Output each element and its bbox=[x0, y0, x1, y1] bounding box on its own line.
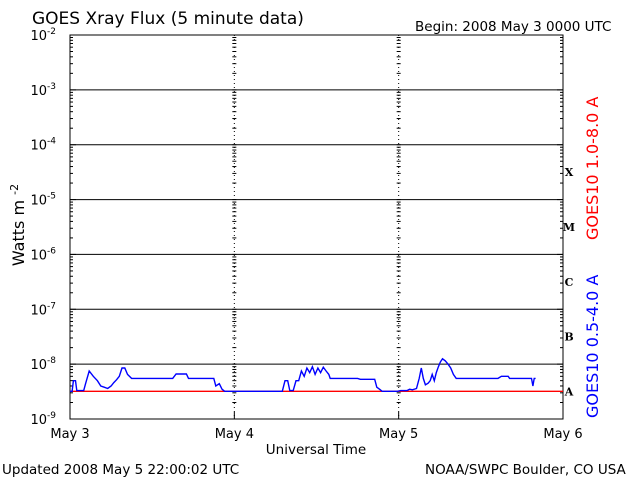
plot-area: May 3 May 4 May 5 May 610-210-310-410-510-6… bbox=[30, 27, 582, 442]
plot-frame bbox=[69, 34, 564, 420]
x-tick-label: May 4 bbox=[215, 427, 254, 442]
x-tick-label: May 6 bbox=[543, 427, 582, 442]
y-tick-label: 10-7 bbox=[30, 301, 56, 318]
series-goes10-short bbox=[70, 357, 536, 392]
y-tick-label: 10-6 bbox=[30, 246, 56, 263]
y-tick-exponent: -9 bbox=[47, 411, 56, 421]
x-tick-label: May 5 bbox=[379, 427, 418, 442]
x-tick-label: May 3 bbox=[50, 427, 89, 442]
y-tick-label: 10-8 bbox=[30, 356, 56, 373]
x-axis-label: Universal Time bbox=[266, 442, 366, 458]
y-axis-label-superscript: -2 bbox=[8, 184, 21, 195]
y-tick-exponent: -5 bbox=[47, 192, 56, 202]
flare-class-label: X bbox=[565, 166, 574, 179]
legend-series-goes10-short: GOES10 0.5-4.0 A bbox=[583, 275, 602, 418]
y-tick-exponent: -2 bbox=[47, 27, 56, 37]
y-tick-exponent: -3 bbox=[47, 82, 56, 92]
y-tick-base: 10 bbox=[30, 358, 47, 373]
y-tick-base: 10 bbox=[30, 194, 47, 209]
y-axis-label: Watts m -2 bbox=[8, 184, 28, 266]
y-tick-label: 10-2 bbox=[30, 27, 56, 44]
y-tick-base: 10 bbox=[30, 84, 47, 99]
y-tick-base: 10 bbox=[30, 139, 47, 154]
y-tick-exponent: -8 bbox=[47, 356, 56, 366]
y-tick-base: 10 bbox=[30, 29, 47, 44]
y-tick-base: 10 bbox=[30, 303, 47, 318]
y-tick-label: 10-5 bbox=[30, 192, 56, 209]
flare-class-label: A bbox=[564, 386, 574, 399]
begin-label: Begin: 2008 May 3 0000 UTC bbox=[415, 19, 611, 35]
flare-class-label: B bbox=[564, 331, 573, 344]
source-credit: NOAA/SWPC Boulder, CO USA bbox=[425, 462, 627, 478]
y-tick-label: 10-9 bbox=[30, 411, 56, 428]
y-tick-label: 10-4 bbox=[30, 137, 56, 154]
y-tick-exponent: -7 bbox=[47, 301, 56, 311]
chart-title: GOES Xray Flux (5 minute data) bbox=[32, 9, 304, 29]
y-tick-label: 10-3 bbox=[30, 82, 56, 99]
y-tick-base: 10 bbox=[30, 413, 47, 428]
y-tick-exponent: -6 bbox=[47, 246, 56, 256]
y-tick-base: 10 bbox=[30, 248, 47, 263]
updated-timestamp: Updated 2008 May 5 22:00:02 UTC bbox=[2, 462, 239, 478]
flare-class-label: C bbox=[565, 276, 574, 289]
flare-class-label: M bbox=[563, 221, 575, 234]
legend-series-goes10-long: GOES10 1.0-8.0 A bbox=[583, 97, 602, 240]
y-axis-label-main: Watts m bbox=[9, 200, 28, 266]
y-tick-exponent: -4 bbox=[47, 137, 56, 147]
